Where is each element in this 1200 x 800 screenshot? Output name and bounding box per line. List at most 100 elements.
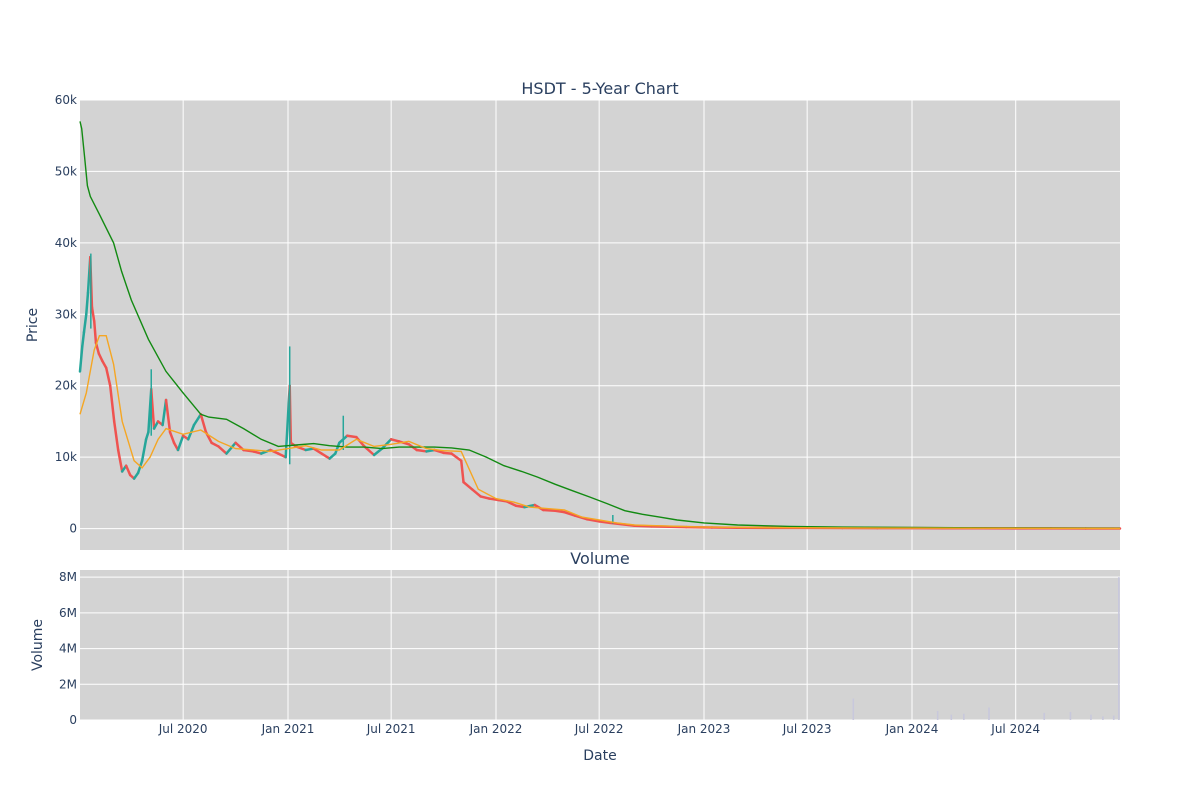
price-candle-segment [497,498,509,503]
price-candle-segment [554,509,566,514]
price-tick-label: 30k [55,307,77,321]
volume-bar [1118,577,1120,720]
x-tick-label: Jan 2021 [261,722,315,736]
volume-bar [936,711,939,720]
volume-bar [988,707,990,720]
volume-bars [852,577,1120,720]
price-candle-segment [168,430,176,445]
volume-bar [1090,714,1092,720]
price-candle-segment [633,524,653,528]
price-candle-segment [81,330,86,348]
price-plot-area [80,100,1120,550]
volume-tick-label: 4M [59,642,77,656]
volume-plot-area [80,570,1120,720]
x-axis: Jul 2020 Jan 2021 Jul 2021 Jan 2022 Jul 2022… [158,722,1040,736]
price-candle-segment [597,520,612,525]
price-candle-segment [355,435,366,448]
price-candle-segment [210,441,220,448]
volume-y-axis: 0 2M 4M 6M 8M [59,570,77,727]
volume-tick-label: 6M [59,606,77,620]
price-candle-segment [176,434,185,452]
price-series [78,121,1122,530]
price-candle-segment [242,448,255,453]
price-candle-segment [328,452,337,460]
volume-bar [1069,711,1072,720]
price-candle-segment [487,497,500,502]
volume-bar [1112,715,1115,720]
ma-short-line [79,335,1121,530]
price-candle-segment [462,480,474,491]
price-candle-segment [479,495,491,500]
price-candle-segment [90,305,96,323]
volume-bar [950,714,953,720]
volume-tick-label: 2M [59,677,77,691]
price-candle-segment [92,320,98,345]
price-candle-segment [152,420,160,430]
price-candle-segment [140,438,148,462]
x-tick-label: Jul 2020 [158,722,208,736]
price-candle-segment [277,452,287,459]
x-tick-label: Jul 2021 [366,722,416,736]
price-candle-segment [450,452,463,462]
x-tick-label: Jul 2023 [782,722,832,736]
price-candle-segment [217,445,228,455]
price-candle-segment [312,447,323,455]
price-candle-segment [164,398,172,434]
price-candle-segment [97,352,104,362]
x-tick-label: Jul 2022 [574,722,624,736]
price-tick-label: 0 [69,522,77,536]
price-candle-segment [442,451,453,455]
price-candle-segment [620,523,636,527]
price-candle-segment [320,452,331,460]
volume-bar [963,713,965,720]
x-tick-label: Jan 2024 [885,722,939,736]
price-tick-label: 50k [55,164,77,178]
price-tick-label: 20k [55,379,77,393]
price-candle-segment [523,503,537,509]
ma-long-line [79,121,1121,529]
price-candle-segment [372,447,384,457]
price-candle-segment [542,508,557,512]
price-candle-segment [112,420,120,452]
volume-subplot-title: Volume [570,549,630,568]
x-tick-label: Jan 2022 [469,722,523,736]
volume-bar [1102,716,1104,720]
chart-title: HSDT - 5-Year Chart [521,79,678,98]
x-tick-label: Jan 2023 [677,722,731,736]
volume-grid [80,570,1120,721]
x-axis-title: Date [583,748,616,764]
price-candle-segment [192,413,203,427]
price-candle-segment [425,448,436,453]
price-candle-segment [116,448,124,473]
price-candle-segment [108,384,116,423]
price-candle-segment [124,464,132,477]
price-candle-segment [459,459,465,484]
price-candle-segment [304,447,315,452]
price-candle-segment [415,448,428,453]
price-candle-segment [585,518,601,523]
price-candle-segment [334,441,341,455]
volume-bar [852,698,855,720]
price-candle-segment [563,510,577,517]
price-candle-segment [251,450,263,455]
price-axis-title: Price [25,308,41,342]
price-candle-segment [346,434,358,439]
price-y-axis: 0 10k 20k 30k 40k 50k 60k [55,93,77,536]
volume-axis-title: Volume [30,619,46,671]
price-tick-label: 10k [55,450,77,464]
price-candle-segment [100,359,108,370]
price-tick-label: 40k [55,236,77,250]
price-candle-segment [82,313,88,334]
price-tick-label: 60k [55,93,77,107]
price-candle-segment [505,500,518,507]
price-candle-segment [514,504,526,509]
price-candle-segment [199,413,208,434]
volume-tick-label: 0 [69,713,77,727]
x-tick-label: Jul 2024 [990,722,1040,736]
volume-bar [1043,712,1046,720]
price-candle-segment [608,521,624,526]
price-candle-segment [78,345,84,373]
price-candle-segment [433,448,445,455]
price-candle-segment [389,438,401,443]
